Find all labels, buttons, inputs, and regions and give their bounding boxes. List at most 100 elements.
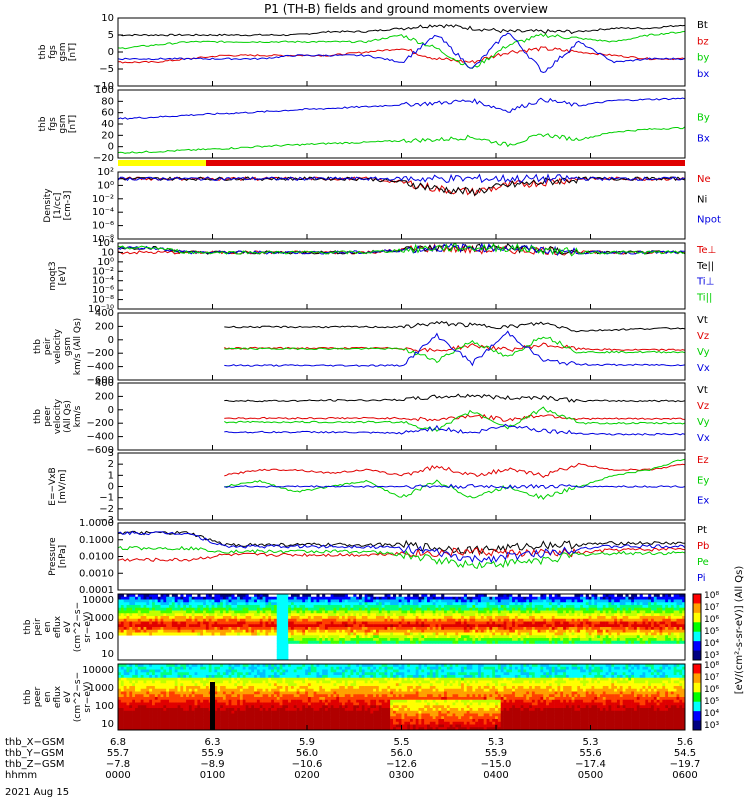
spectrogram-cell — [348, 624, 351, 627]
spectrogram-cell — [674, 605, 677, 608]
spectrogram-cell — [572, 635, 575, 638]
spectrogram-cell — [540, 638, 543, 641]
spectrogram-cell — [336, 619, 339, 622]
spectrogram-cell — [265, 630, 268, 633]
spectrogram-cell — [591, 633, 594, 636]
spectrogram-cell — [212, 672, 215, 675]
spectrogram-cell — [648, 627, 651, 630]
spectrogram-cell — [200, 622, 203, 625]
spectrogram-cell — [132, 613, 135, 616]
spectrogram-cell — [291, 630, 294, 633]
spectrogram-cell — [487, 638, 490, 641]
spectrogram-cell — [251, 630, 254, 633]
spectrogram-cell — [552, 600, 555, 603]
y-tick-label: 60 — [101, 108, 114, 119]
spectrogram-cell — [189, 703, 192, 706]
spectrogram-cell — [200, 672, 203, 675]
spectrogram-cell — [419, 611, 422, 614]
spectrogram-cell — [155, 689, 158, 692]
spectrogram-cell — [149, 694, 152, 697]
spectrogram-cell — [223, 616, 226, 619]
spectrogram-cell — [339, 600, 342, 603]
spectrogram-cell — [229, 672, 232, 675]
spectrogram-cell — [203, 681, 206, 684]
spectrogram-cell — [640, 641, 643, 644]
spectrogram-cell — [214, 616, 217, 619]
spectrogram-cell — [124, 630, 127, 633]
spectrogram-cell — [316, 622, 319, 625]
panel-ylabel-line: Pressure — [48, 537, 58, 576]
spectrogram-cell — [470, 611, 473, 614]
spectrogram-cell — [484, 608, 487, 611]
spectrogram-cell — [260, 681, 263, 684]
spectrogram-cell — [608, 641, 611, 644]
spectrogram-cell — [226, 672, 229, 675]
spectrogram-cell — [129, 602, 132, 605]
spectrogram-cell — [229, 675, 232, 678]
spectrogram-cell — [243, 600, 246, 603]
spectrogram-cell — [158, 689, 161, 692]
spectrogram-cell — [464, 605, 467, 608]
spectrogram-cell — [640, 600, 643, 603]
spectrogram-cell — [611, 616, 614, 619]
spectrogram-cell — [288, 613, 291, 616]
spectrogram-cell — [645, 619, 648, 622]
spectrogram-cell — [163, 705, 166, 708]
spectrogram-cell — [299, 627, 302, 630]
spectrogram-cell — [223, 670, 226, 673]
spectrogram-cell — [237, 694, 240, 697]
spectrogram-cell — [367, 641, 370, 644]
spectrogram-cell — [268, 611, 271, 614]
spectrogram-cell — [594, 638, 597, 641]
spectrogram-cell — [506, 624, 509, 627]
spectrogram-cell — [577, 641, 580, 644]
spectrogram-cell — [161, 622, 164, 625]
spectrogram-cell — [481, 616, 484, 619]
spectrogram-cell — [634, 619, 637, 622]
spectrogram-cell — [569, 630, 572, 633]
spectrogram-cell — [180, 624, 183, 627]
spectrogram-cell — [280, 635, 283, 638]
spectrogram-cell — [138, 711, 141, 714]
spectrogram-cell — [280, 613, 283, 616]
spectrogram-cell — [186, 613, 189, 616]
spectrogram-cell — [203, 611, 206, 614]
spectrogram-cell — [376, 602, 379, 605]
spectrogram-cell — [229, 719, 232, 722]
spectrogram-cell — [189, 681, 192, 684]
spectrogram-cell — [501, 602, 504, 605]
spectrogram-cell — [583, 627, 586, 630]
spectrogram-cell — [124, 600, 127, 603]
spectrogram-cell — [362, 627, 365, 630]
spectrogram-cell — [135, 675, 138, 678]
spectrogram-cell — [577, 600, 580, 603]
spectrogram-cell — [141, 624, 144, 627]
spectrogram-cell — [430, 641, 433, 644]
spectrogram-cell — [566, 611, 569, 614]
spectrogram-cell — [521, 641, 524, 644]
spectrogram-cell — [444, 613, 447, 616]
spectrogram-cell — [345, 597, 348, 600]
spectrogram-cell — [350, 638, 353, 641]
spectrogram-cell — [257, 675, 260, 678]
spectrogram-cell — [387, 624, 390, 627]
spectrogram-cell — [611, 641, 614, 644]
spectrogram-cell — [132, 681, 135, 684]
legend-entry: bx — [697, 69, 709, 80]
spectrogram-cell — [577, 616, 580, 619]
spectrogram-cell — [251, 675, 254, 678]
spectrogram-cell — [600, 611, 603, 614]
spectrogram-cell — [254, 700, 257, 703]
spectrogram-cell — [251, 608, 254, 611]
spectrogram-cell — [657, 619, 660, 622]
panel-ylabel-line: thb — [23, 619, 33, 634]
spectrogram-cell — [331, 633, 334, 636]
spectrogram-cell — [223, 627, 226, 630]
spectrogram-cell — [492, 608, 495, 611]
spectrogram-cell — [662, 619, 665, 622]
y-tick-label: 0.0100 — [79, 552, 114, 563]
spectrogram-cell — [268, 672, 271, 675]
spectrogram-cell — [251, 703, 254, 706]
spectrogram-cell — [515, 633, 518, 636]
spectrogram-cell — [569, 597, 572, 600]
